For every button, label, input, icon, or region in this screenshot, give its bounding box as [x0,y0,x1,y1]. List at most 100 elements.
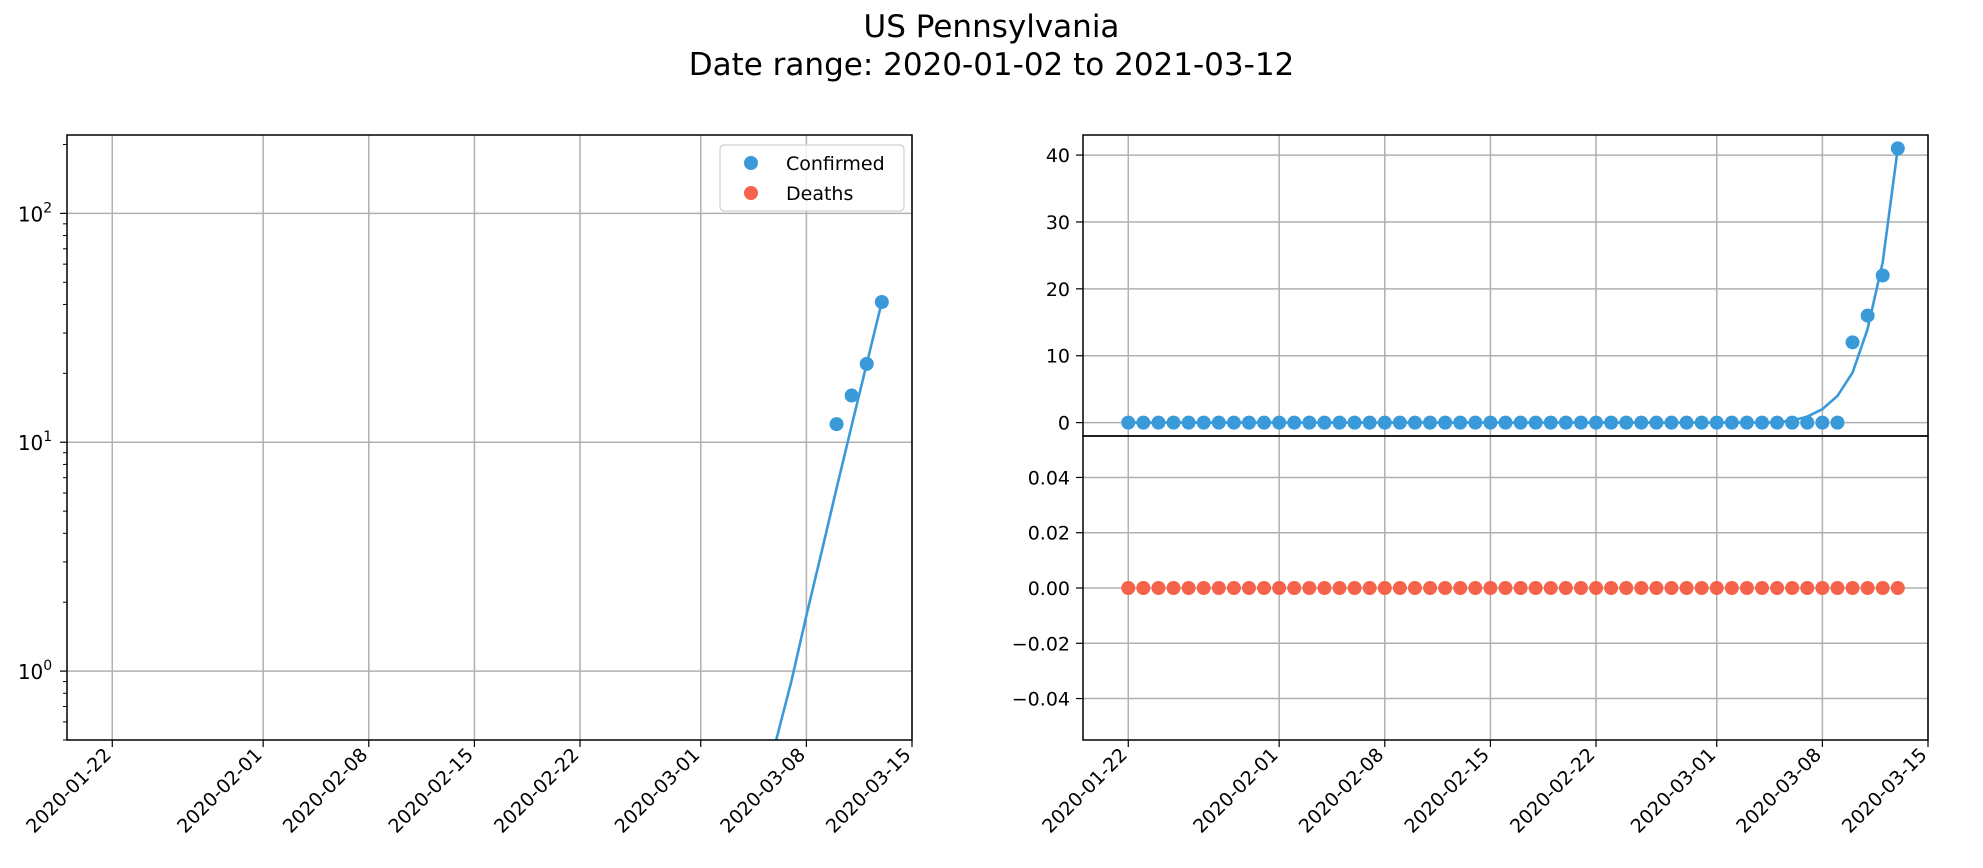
deaths-point [1573,581,1588,595]
x-tick-label: 2020-01-22 [1038,744,1132,838]
y-tick-label: 0.04 [1028,467,1070,489]
deaths-point [1287,581,1302,595]
confirmed-point [1724,415,1739,430]
confirmed-point [1181,415,1196,430]
confirmed-point [1498,415,1513,430]
y-tick-label: −0.02 [1012,633,1070,655]
confirmed-point [859,356,874,371]
confirmed-point [1272,415,1287,430]
confirmed-point [1317,415,1332,430]
legend: Confirmed Deaths [719,144,905,212]
y-tick-base: 10 [18,431,43,455]
x-tick-label: 2020-02-01 [1189,744,1283,838]
legend-box [719,144,905,212]
confirmed-point [1845,335,1860,350]
y-tick-label: 0 [1058,413,1070,435]
confirmed-fit-line [774,301,884,740]
confirmed-point [1604,415,1619,430]
confirmed-point [1241,415,1256,430]
x-tick-label: 2020-02-01 [173,744,267,838]
confirmed-point [1468,415,1483,430]
confirmed-point [844,388,859,403]
deaths-point [1739,581,1754,595]
deaths-point [1679,581,1694,595]
deaths-point [1377,581,1392,595]
confirmed-point [1755,415,1770,430]
deaths-point [1830,581,1845,595]
chart-title-line-2: Date range: 2020-01-02 to 2021-03-12 [688,47,1295,83]
confirmed-legend-marker [744,156,758,170]
deaths-point [1513,581,1528,595]
x-tick-label: 2020-02-22 [1506,744,1600,838]
confirmed-point [1709,415,1724,430]
plot-frame [66,134,913,741]
x-tick-label: 2020-02-08 [1295,744,1389,838]
x-tick-label: 2020-03-15 [822,744,916,838]
deaths-point [1528,581,1543,595]
confirmed-point [1166,415,1181,430]
deaths-point [1226,581,1241,595]
x-tick-label: 2020-03-08 [716,744,810,838]
confirmed-point [1257,415,1272,430]
confirmed-point [874,294,889,309]
deaths-point [1181,581,1196,595]
right-deaths-plot: 2020-01-22 2020-02-01 2020-02-08 2020-02-15… [1012,435,1932,838]
deaths-point [1136,581,1151,595]
deaths-point [1423,581,1438,595]
confirmed-point [1407,415,1422,430]
deaths-point [1649,581,1664,595]
y-tick-label: 40 [1046,145,1070,167]
deaths-point [1438,581,1453,595]
deaths-point [1604,581,1619,595]
deaths-point [1664,581,1679,595]
confirmed-fit-line [1128,148,1900,424]
confirmed-point [1785,415,1800,430]
y-tick-label: −0.04 [1012,689,1070,711]
deaths-point [1785,581,1800,595]
confirmed-point [1694,415,1709,430]
y-tick-label: 30 [1046,212,1070,234]
y-tick-base: 10 [18,202,43,226]
confirmed-point [1362,415,1377,430]
deaths-point [1453,581,1468,595]
deaths-point [1724,581,1739,595]
deaths-point [1151,581,1166,595]
deaths-point [1121,581,1136,595]
confirmed-point [1634,415,1649,430]
y-tick-base: 10 [18,660,43,684]
confirmed-point [1438,415,1453,430]
deaths-point [1407,581,1422,595]
confirmed-point [1226,415,1241,430]
x-tick-label: 2020-02-15 [1400,744,1494,838]
confirmed-point [1211,415,1226,430]
x-tick-label: 2020-02-22 [490,744,584,838]
y-tick-label: 0.00 [1028,578,1070,600]
deaths-point [1800,581,1815,595]
confirmed-point [1649,415,1664,430]
deaths-point [1755,581,1770,595]
confirmed-point [1377,415,1392,430]
confirmed-point [1543,415,1558,430]
deaths-point [1890,581,1905,595]
deaths-point [1257,581,1272,595]
confirmed-point [1558,415,1573,430]
deaths-point [1332,581,1347,595]
y-tick-label: 100 [18,658,52,684]
confirmed-point [829,417,844,432]
deaths-point [1589,581,1604,595]
deaths-point [1302,581,1317,595]
confirmed-point [1302,415,1317,430]
deaths-point [1619,581,1634,595]
x-tick-label: 2020-03-01 [1627,744,1721,838]
deaths-point [1558,581,1573,595]
confirmed-point [1423,415,1438,430]
confirmed-point [1800,415,1815,430]
y-tick-label: 20 [1046,279,1070,301]
confirmed-point [1679,415,1694,430]
confirmed-point [1453,415,1468,430]
confirmed-point [1513,415,1528,430]
deaths-point [1362,581,1377,595]
x-tick-label: 2020-01-22 [22,744,116,838]
confirmed-point [1664,415,1679,430]
